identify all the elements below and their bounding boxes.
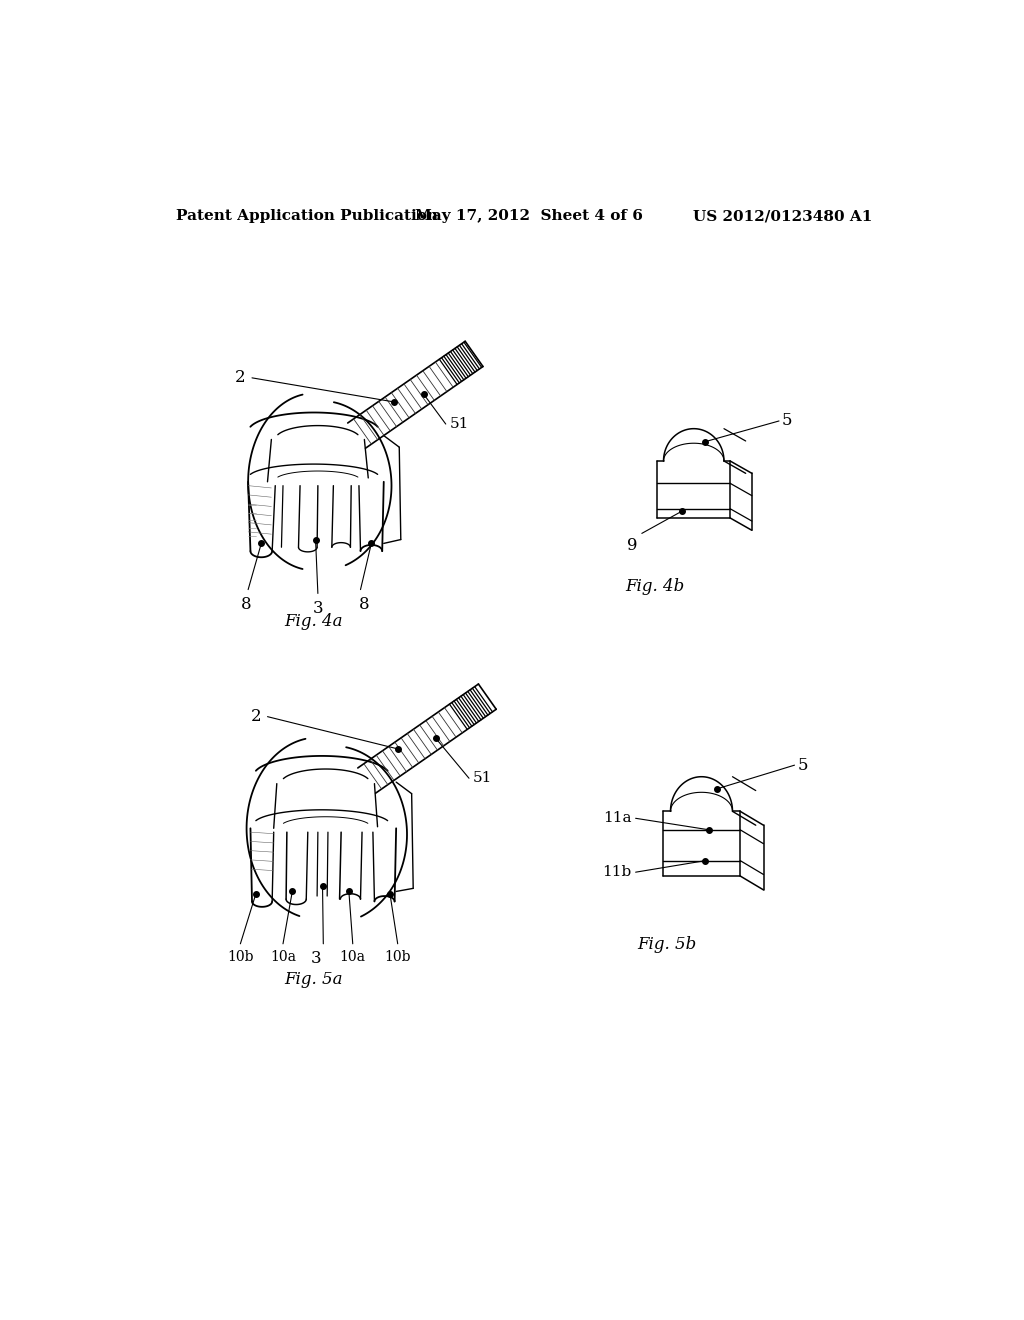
Text: 5: 5 [782, 412, 793, 429]
Text: 3: 3 [312, 599, 324, 616]
Text: Fig. 5a: Fig. 5a [285, 970, 343, 987]
Text: 11b: 11b [602, 865, 632, 879]
Text: 10a: 10a [340, 950, 366, 964]
Text: 11a: 11a [603, 812, 632, 825]
Text: Fig. 4b: Fig. 4b [626, 578, 685, 595]
Text: Fig. 5b: Fig. 5b [637, 936, 696, 953]
Text: Fig. 4a: Fig. 4a [285, 612, 343, 630]
Text: 2: 2 [236, 370, 246, 387]
Text: US 2012/0123480 A1: US 2012/0123480 A1 [692, 209, 872, 223]
Text: May 17, 2012  Sheet 4 of 6: May 17, 2012 Sheet 4 of 6 [415, 209, 643, 223]
Text: 8: 8 [242, 595, 252, 612]
Text: 51: 51 [450, 417, 469, 432]
Text: 3: 3 [311, 950, 322, 968]
Text: 10a: 10a [270, 950, 296, 964]
Text: 2: 2 [251, 708, 261, 725]
Text: 10b: 10b [227, 950, 254, 964]
Text: Patent Application Publication: Patent Application Publication [176, 209, 438, 223]
Text: 10b: 10b [384, 950, 411, 964]
Text: 9: 9 [628, 537, 638, 554]
Text: 8: 8 [359, 595, 370, 612]
Text: 5: 5 [798, 756, 808, 774]
Text: 51: 51 [473, 771, 493, 785]
